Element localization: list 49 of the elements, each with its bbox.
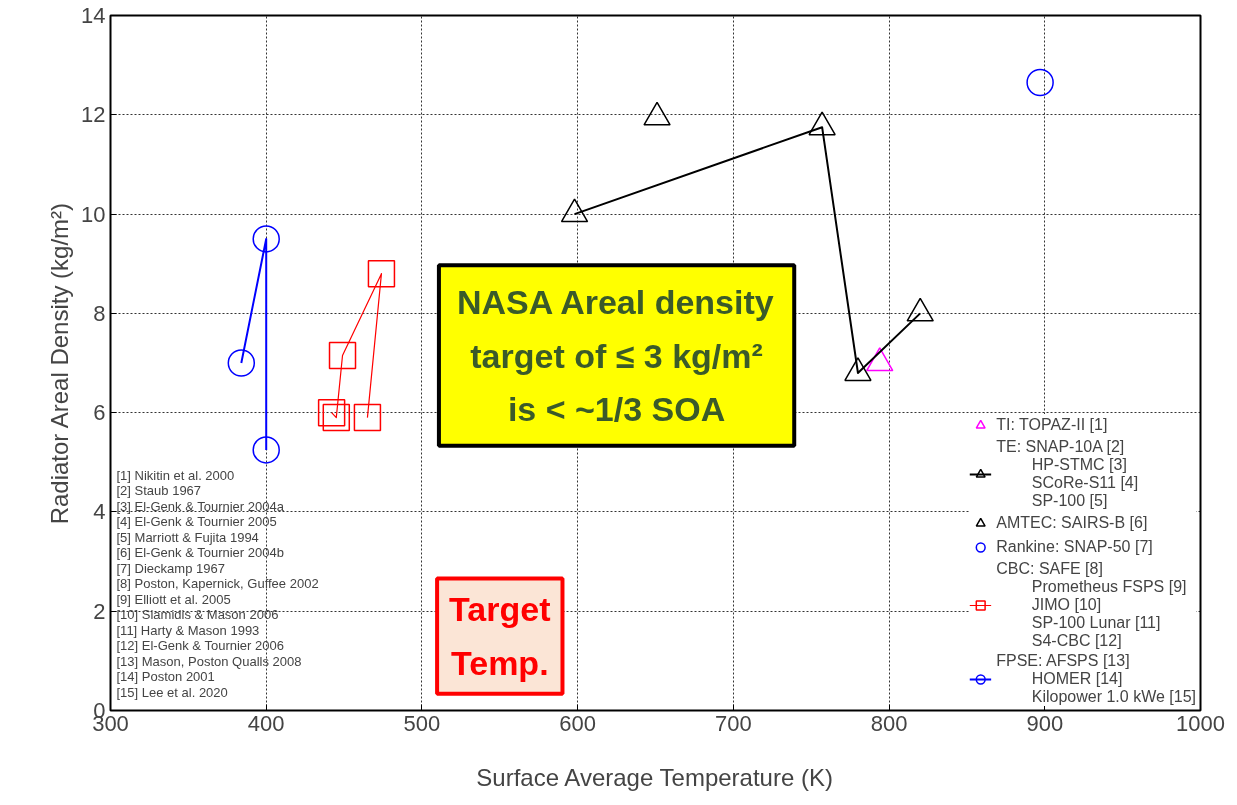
y-tick-label: 14 (81, 3, 106, 28)
annotation: [4] El-Genk & Tournier 2005 (116, 514, 277, 529)
x-tick-label: 1000 (1176, 710, 1225, 736)
x-tick-label: 900 (1026, 710, 1064, 736)
annotation: Target Temp. (449, 590, 551, 682)
annotation: [10] Siamidis & Mason 2006 (116, 607, 279, 622)
point (643, 101, 671, 126)
annotation: [1] Nikitin et al. 2000 (116, 467, 235, 483)
point (808, 111, 836, 136)
y-tick-label: 6 (93, 400, 106, 426)
annotation: [5] Marriott & Fujita 1994 (116, 529, 259, 545)
point (560, 198, 589, 223)
point (353, 403, 382, 432)
x-tick-label: 700 (715, 710, 752, 736)
annotation: [6] El-Genk & Tournier 2004b (116, 545, 284, 560)
y-tick-label: 2 (93, 598, 106, 624)
x-tick-label: 500 (403, 710, 441, 736)
legend-label: FPSE: AFSPS [13] HOMER [14] Kilopower 1.0 kWe [15] (996, 652, 1196, 706)
annotation: [7] Dieckamp 1967 (116, 560, 225, 576)
legend-label: Rankine: SNAP-50 [7] (996, 538, 1153, 556)
annotation: [14] Poston 2001 (116, 669, 215, 684)
point (328, 341, 357, 370)
y-tick-label: 4 (93, 499, 106, 525)
annotation: [13] Mason, Poston Qualls 2008 (116, 653, 302, 669)
x-axis-title: Surface Average Temperature (K) (476, 763, 833, 791)
annotation: [11] Harty & Mason 1993 (116, 622, 260, 638)
annotation: [3] El-Genk & Tournier 2004a (116, 498, 285, 514)
point (227, 349, 256, 377)
point (252, 436, 280, 464)
y-tick-label: 12 (81, 102, 106, 128)
annotation: [2] Staub 1967 (116, 483, 202, 498)
annotation: [8] Poston, Kapernick, Guffee 2002 (116, 576, 319, 591)
annotation: [12] El-Genk & Tournier 2006 (116, 638, 284, 653)
legend-label: TE: SNAP-10A [2] HP-STMC [3] SCoRe-S11 [4] SP-100 [5] (996, 438, 1139, 510)
legend-label: AMTEC: SAIRS-B [6] (996, 514, 1148, 532)
annotation: [9] Elliott et al. 2005 (116, 591, 231, 607)
annotation: NASA Areal density target of ≤ 3 kg/m² is < ~1/3 SOA (456, 283, 774, 428)
annotation: [15] Lee et al. 2020 (116, 684, 228, 700)
point (367, 259, 396, 288)
legend-label: TI: TOPAZ-II [1] (996, 416, 1108, 434)
y-axis-title: Radiator Areal Density (kg/m²) (46, 202, 74, 525)
point (322, 403, 351, 432)
y-tick-label: 10 (81, 201, 106, 227)
x-tick-label: 800 (870, 710, 908, 736)
y-tick-label: 8 (93, 300, 106, 326)
legend-label: CBC: SAFE [8] Prometheus FSPS [9] JIMO [10] SP-100 Lunar [11] S4-CBC [12] (996, 560, 1187, 650)
x-tick-label: 600 (559, 710, 597, 736)
point (317, 398, 346, 427)
x-tick-label: 400 (247, 710, 285, 736)
